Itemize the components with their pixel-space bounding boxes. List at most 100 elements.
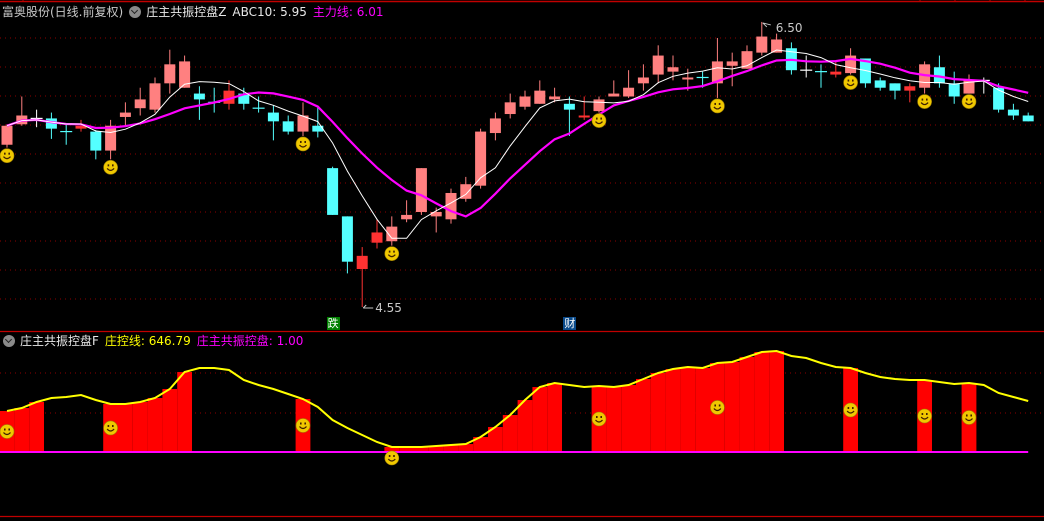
candle xyxy=(874,77,886,91)
candle-body xyxy=(105,125,117,151)
arrow-icon xyxy=(762,22,771,28)
candle-body xyxy=(238,93,250,104)
smiley-icon xyxy=(591,113,607,128)
candle-body xyxy=(179,61,191,88)
candle-body xyxy=(119,112,131,117)
candle-body xyxy=(563,103,575,110)
smiley-eye xyxy=(393,455,395,457)
indicator-name[interactable]: 庄主共振控盘Z xyxy=(146,5,227,19)
candle xyxy=(1,124,13,148)
candle-body xyxy=(401,214,413,220)
candle-body xyxy=(948,83,960,97)
resonance-bar xyxy=(650,372,666,452)
resonance-bar xyxy=(769,350,784,452)
smiley-icon xyxy=(295,418,311,433)
resonance-bar xyxy=(621,384,636,452)
candle xyxy=(637,64,649,91)
candle-body xyxy=(356,255,368,270)
main-line-value: 主力线: 6.01 xyxy=(312,5,384,19)
smiley-icon xyxy=(961,94,977,109)
candle xyxy=(193,86,205,120)
smiley-mouth xyxy=(920,416,929,420)
smiley-face xyxy=(0,148,15,163)
candle xyxy=(90,130,102,160)
candle-body xyxy=(963,80,975,94)
candle-body xyxy=(874,80,886,88)
resonance-bar xyxy=(680,366,696,452)
chevron-down-icon[interactable] xyxy=(3,335,15,347)
smiley-eye xyxy=(8,428,10,431)
candle xyxy=(341,216,353,274)
candle xyxy=(1007,103,1019,120)
candle-body xyxy=(282,121,294,132)
smiley-eye xyxy=(107,164,110,167)
candle xyxy=(179,55,191,88)
resonance-bar xyxy=(399,447,414,452)
chevron-down-icon[interactable] xyxy=(129,6,142,18)
fortune-tag[interactable]: 财 xyxy=(563,317,577,330)
candle-body xyxy=(845,55,857,74)
smiley-eye xyxy=(926,412,928,415)
main-header: 富奥股份(日线.前复权) 庄主共振控盘Z ABC10: 5.95 主力线: 6.… xyxy=(2,4,389,20)
smiley-eye xyxy=(847,407,850,410)
smiley-eye xyxy=(847,79,850,82)
resonance-bar xyxy=(443,444,459,452)
candle-body xyxy=(327,168,339,215)
candle xyxy=(993,83,1005,113)
smiley-mouth xyxy=(920,102,929,106)
candle-body xyxy=(90,131,102,151)
candle xyxy=(815,64,827,88)
smiley-icon xyxy=(103,160,118,175)
candle-body xyxy=(741,51,753,69)
candle xyxy=(60,124,73,145)
candle-body xyxy=(149,83,161,110)
lower-indicator-name[interactable]: 庄主共振控盘F xyxy=(20,334,99,348)
candle xyxy=(30,109,43,128)
resonance-bar xyxy=(695,368,710,452)
smiley-eye xyxy=(112,164,114,167)
candle xyxy=(267,105,279,141)
candle xyxy=(800,55,813,78)
candle xyxy=(563,96,575,136)
candle xyxy=(223,80,235,110)
smiley-eye xyxy=(393,250,395,253)
candle xyxy=(845,48,857,75)
smiley-face xyxy=(917,408,932,424)
arrow-icon xyxy=(362,304,374,309)
candle xyxy=(445,188,457,224)
smiley-eye xyxy=(4,152,6,155)
candle xyxy=(534,80,546,104)
candle-body xyxy=(608,93,620,97)
smiley-icon xyxy=(710,98,725,114)
smiley-mouth xyxy=(846,410,855,414)
candle-body xyxy=(993,87,1005,110)
resonance-bar xyxy=(636,378,651,452)
smiley-eye xyxy=(714,102,716,105)
candle-body xyxy=(578,115,590,118)
resonance-bar xyxy=(162,388,178,452)
smiley-eye xyxy=(966,98,968,101)
smiley-icon xyxy=(0,424,15,439)
smiley-eye xyxy=(596,415,598,418)
candle-body xyxy=(1022,115,1034,122)
smiley-mouth xyxy=(713,106,722,110)
candle xyxy=(608,80,620,97)
candle xyxy=(963,74,975,94)
candle xyxy=(489,112,501,141)
candle-body xyxy=(534,90,546,104)
smiley-eye xyxy=(718,404,721,407)
fall-tag[interactable]: 跌 xyxy=(326,317,340,330)
smiley-icon xyxy=(961,410,977,425)
candle xyxy=(371,219,383,249)
candle-body xyxy=(549,96,561,100)
candle xyxy=(282,115,294,135)
smiley-eye xyxy=(304,140,306,143)
smiley-mouth xyxy=(846,83,855,87)
smiley-mouth xyxy=(106,167,115,171)
smiley-face xyxy=(843,402,858,418)
candle xyxy=(386,216,398,246)
candle-body xyxy=(312,125,324,132)
candle-body xyxy=(519,96,531,107)
candle-body xyxy=(682,77,694,80)
candle-body xyxy=(933,67,945,84)
